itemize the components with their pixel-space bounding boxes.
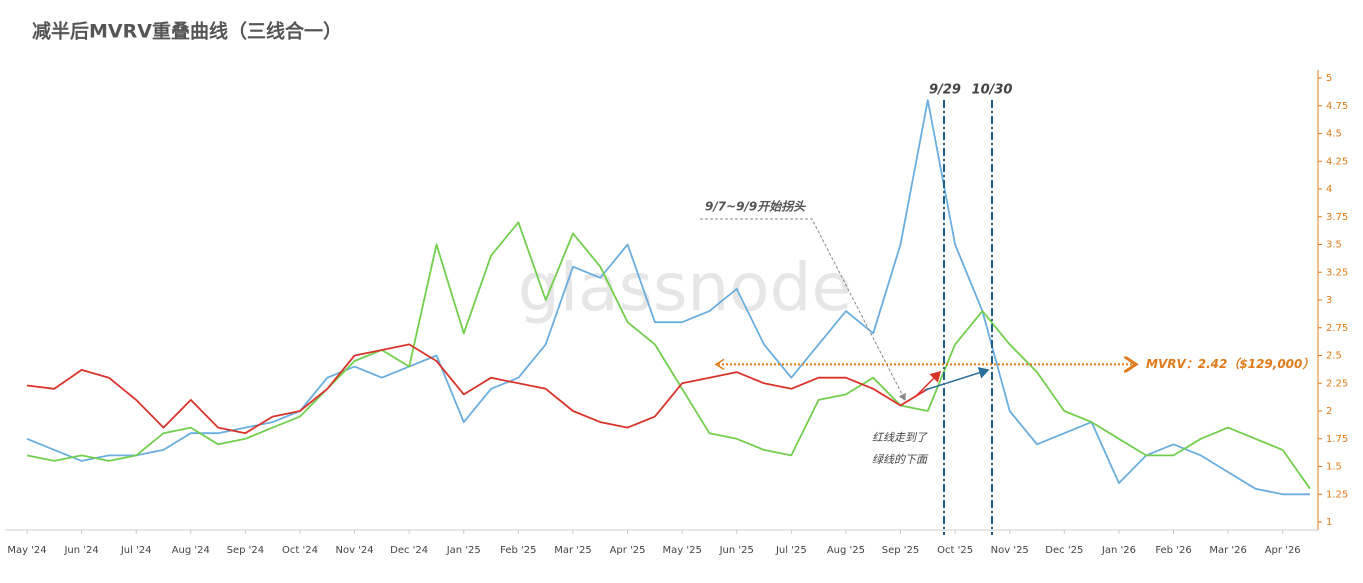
x-tick-label: Mar '25 [554,545,592,556]
x-tick-label: Sep '25 [882,545,920,556]
y-tick-label: 2.25 [1326,378,1348,389]
annotation: 绿线的下面 [872,453,929,466]
y-tick-label: 4.5 [1326,129,1342,140]
x-tick-label: Jul '25 [775,545,807,556]
marker-label: 9/29 [929,83,961,98]
y-tick-label: 1 [1326,517,1332,528]
x-tick-label: May '24 [7,545,46,556]
series-line [26,343,929,435]
annotation: 红线走到了 [872,431,928,444]
y-tick-label: 4.75 [1326,101,1348,112]
y-tick-label: 1.5 [1326,462,1342,473]
x-tick-label: Oct '25 [937,545,973,556]
x-tick-label: Jan '25 [446,545,481,556]
y-tick-label: 1.75 [1326,434,1348,445]
marker-label: 10/30 [972,83,1013,98]
y-tick-label: 5 [1326,73,1332,84]
annotation: 9/7~9/9开始拐头 [705,200,806,214]
y-tick-label: 3.25 [1326,267,1348,278]
y-tick-label: 1.25 [1326,489,1348,500]
x-tick-label: Mar '26 [1209,545,1247,556]
x-tick-label: Apr '25 [610,545,646,556]
x-tick-label: Dec '24 [390,545,428,556]
x-tick-label: Jun '25 [719,545,754,556]
y-tick-label: 4 [1326,184,1332,195]
x-tick-label: May '25 [662,545,701,556]
x-tick-label: Oct '24 [282,545,318,556]
x-tick-label: Nov '24 [335,545,373,556]
chart-title: 减半后MVRV重叠曲线（三线合一） [32,20,342,43]
y-tick-label: 3 [1326,295,1332,306]
x-tick-label: Feb '26 [1155,545,1191,556]
series-line [26,221,1311,490]
y-tick-label: 3.5 [1326,240,1342,251]
reference-arrow [714,358,725,371]
series-line [26,99,1310,496]
x-tick-label: Aug '24 [172,545,210,556]
annotation-arrow [924,367,990,391]
x-tick-label: Sep '24 [227,545,265,556]
y-tick-label: 2.75 [1326,323,1348,334]
x-tick-label: Jun '24 [63,545,98,556]
annotation-arrow [700,218,906,401]
x-tick-label: Dec '25 [1045,545,1083,556]
annotation-arrow [914,370,942,398]
x-tick-label: Nov '25 [991,545,1029,556]
y-tick-label: 2.5 [1326,351,1342,362]
reference-label: MVRV：2.42（$129,000） [1146,357,1314,371]
x-tick-label: Aug '25 [827,545,865,556]
y-tick-label: 3.75 [1326,212,1348,223]
watermark: glassnode [518,249,852,326]
x-tick-label: Feb '25 [500,545,536,556]
x-tick-label: Jul '24 [120,545,152,556]
x-tick-label: Apr '26 [1265,545,1301,556]
y-tick-label: 2 [1326,406,1332,417]
x-tick-label: Jan '26 [1101,545,1136,556]
y-tick-label: 4.25 [1326,156,1348,167]
